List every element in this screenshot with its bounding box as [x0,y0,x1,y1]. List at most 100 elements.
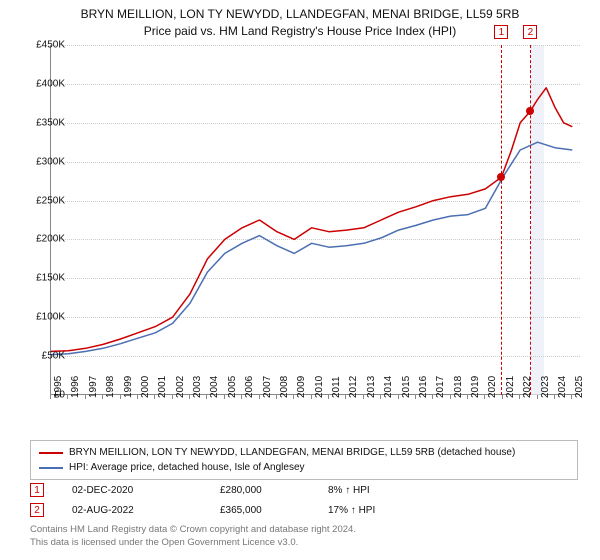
x-tick-label: 2001 [157,378,168,398]
y-tick-label: £350K [20,117,65,128]
x-tick-label: 2016 [418,378,429,398]
x-tick [85,395,86,399]
x-tick-label: 2010 [314,378,325,398]
x-tick-label: 1996 [70,378,81,398]
series-property-line [51,88,572,352]
x-tick-label: 2012 [348,378,359,398]
legend-swatch-2 [39,467,63,469]
sale-delta: 17% ↑ HPI [328,505,428,516]
x-tick [571,395,572,399]
x-tick [50,395,51,399]
x-tick-label: 2003 [192,378,203,398]
x-tick-label: 2006 [244,378,255,398]
title-line-1: BRYN MEILLION, LON TY NEWYDD, LLANDEGFAN… [0,6,600,23]
x-tick-label: 2023 [540,378,551,398]
x-tick-label: 2009 [296,378,307,398]
x-tick [293,395,294,399]
x-tick [467,395,468,399]
x-tick [137,395,138,399]
marker-line [530,45,531,395]
x-tick-label: 1995 [53,378,64,398]
x-tick-label: 1998 [105,378,116,398]
x-tick [519,395,520,399]
footer: Contains HM Land Registry data © Crown c… [30,524,578,550]
y-tick-label: £100K [20,312,65,323]
x-tick [276,395,277,399]
x-tick [380,395,381,399]
x-tick [241,395,242,399]
x-tick [172,395,173,399]
x-tick-label: 2014 [383,378,394,398]
marker-badge: 2 [523,25,537,39]
x-tick [189,395,190,399]
sales-row: 1 02-DEC-2020 £280,000 8% ↑ HPI [30,480,578,500]
x-tick-label: 1997 [88,378,99,398]
y-tick-label: £450K [20,40,65,51]
series-hpi-line [51,142,572,354]
x-tick [432,395,433,399]
x-tick-label: 2008 [279,378,290,398]
x-tick-label: 2015 [401,378,412,398]
x-tick [363,395,364,399]
marker-dot [526,107,534,115]
footer-line-2: This data is licensed under the Open Gov… [30,537,578,550]
x-tick [484,395,485,399]
y-tick-label: £250K [20,195,65,206]
sale-delta: 8% ↑ HPI [328,485,428,496]
legend: BRYN MEILLION, LON TY NEWYDD, LLANDEGFAN… [30,440,578,480]
x-tick [398,395,399,399]
x-tick-label: 2025 [574,378,585,398]
x-tick-label: 2022 [522,378,533,398]
x-tick [554,395,555,399]
x-tick [259,395,260,399]
x-tick [345,395,346,399]
sale-price: £365,000 [220,505,300,516]
plot-area: 12 [50,45,580,395]
title-block: BRYN MEILLION, LON TY NEWYDD, LLANDEGFAN… [0,0,600,40]
footer-line-1: Contains HM Land Registry data © Crown c… [30,524,578,537]
chart-container: BRYN MEILLION, LON TY NEWYDD, LLANDEGFAN… [0,0,600,560]
x-tick [450,395,451,399]
x-tick-label: 2007 [262,378,273,398]
x-tick [415,395,416,399]
x-tick [154,395,155,399]
x-tick [102,395,103,399]
marker-dot [497,173,505,181]
x-tick-label: 2000 [140,378,151,398]
x-tick-label: 2021 [505,378,516,398]
x-tick-label: 2002 [175,378,186,398]
x-tick-label: 2011 [331,378,342,398]
x-tick [67,395,68,399]
y-tick-label: £150K [20,273,65,284]
y-tick-label: £400K [20,78,65,89]
sale-badge: 1 [30,483,44,497]
sales-table: 1 02-DEC-2020 £280,000 8% ↑ HPI 2 02-AUG-2022… [30,480,578,520]
x-tick-label: 2017 [435,378,446,398]
sale-price: £280,000 [220,485,300,496]
sales-row: 2 02-AUG-2022 £365,000 17% ↑ HPI [30,500,578,520]
x-tick-label: 2019 [470,378,481,398]
x-tick-label: 2020 [487,378,498,398]
legend-label-2: HPI: Average price, detached house, Isle… [69,460,305,475]
title-line-2: Price paid vs. HM Land Registry's House … [0,23,600,40]
legend-row-2: HPI: Average price, detached house, Isle… [39,460,569,475]
x-tick [537,395,538,399]
legend-label-1: BRYN MEILLION, LON TY NEWYDD, LLANDEGFAN… [69,445,515,460]
sale-badge: 2 [30,503,44,517]
x-tick-label: 2013 [366,378,377,398]
y-tick-label: £300K [20,156,65,167]
x-tick [206,395,207,399]
sale-date: 02-DEC-2020 [72,485,192,496]
x-tick-label: 2024 [557,378,568,398]
legend-swatch-1 [39,452,63,454]
legend-row-1: BRYN MEILLION, LON TY NEWYDD, LLANDEGFAN… [39,445,569,460]
marker-line [501,45,502,395]
sale-date: 02-AUG-2022 [72,505,192,516]
x-tick-label: 2004 [209,378,220,398]
x-tick [328,395,329,399]
x-tick-label: 2005 [227,378,238,398]
x-tick [120,395,121,399]
x-tick [311,395,312,399]
marker-badge: 1 [494,25,508,39]
x-tick [224,395,225,399]
